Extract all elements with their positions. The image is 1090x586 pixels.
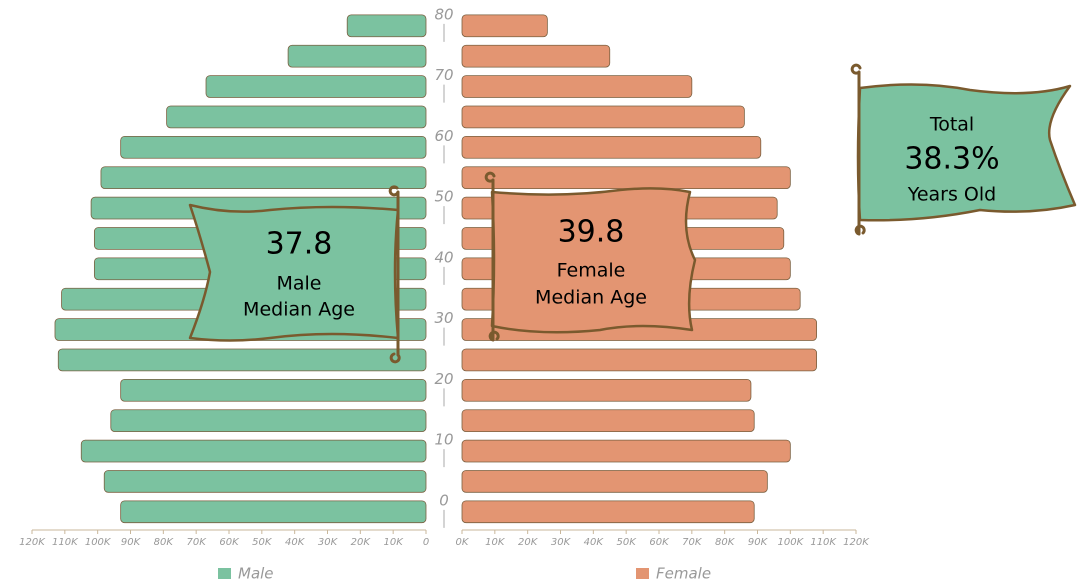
bar	[461, 166, 791, 189]
annotation-label: Years Old	[907, 184, 996, 206]
bar	[120, 500, 427, 524]
bar	[461, 439, 791, 463]
x-tick-label: 40K	[584, 537, 605, 548]
annotation-value: 39.8	[558, 215, 625, 250]
y-tick-label: 70	[434, 66, 453, 84]
bar	[57, 348, 427, 372]
x-tick-label: 10K	[384, 537, 405, 548]
x-tick-label: 20K	[518, 537, 539, 548]
annotation-value: 38.3%	[904, 142, 999, 177]
bar	[461, 44, 611, 68]
bar	[120, 135, 427, 159]
bar	[461, 135, 762, 159]
male-flag-pole	[388, 185, 401, 364]
x-tick-label: 60K	[649, 537, 670, 548]
x-tick-label: 30K	[318, 537, 339, 548]
annotation-label: Total	[929, 114, 974, 136]
legend-swatch	[636, 568, 649, 579]
bar	[166, 105, 427, 129]
bar	[80, 439, 427, 463]
annotation-label: Median Age	[535, 287, 647, 309]
female-flag-pole	[484, 171, 500, 342]
y-tick-label: 30	[434, 309, 453, 327]
bar	[346, 14, 427, 38]
x-tick-label: 70K	[187, 537, 208, 548]
y-tick-label: 20	[434, 370, 453, 388]
bar	[205, 75, 427, 98]
bar	[461, 14, 548, 38]
annotation-value: 37.8	[266, 227, 333, 262]
bar	[461, 348, 818, 372]
x-tick-label: 10K	[485, 537, 506, 548]
x-tick-label: 100K	[85, 537, 112, 548]
x-tick-label: 30K	[551, 537, 572, 548]
annotation-label: Female	[557, 260, 626, 282]
axes: 0 10 20 30 40 50 60 70 80 0 10K 20K 30K 40K 50K 60K 70K 8…	[19, 5, 870, 548]
male-flag	[188, 203, 400, 342]
y-tick-label: 80	[434, 5, 453, 23]
x-tick-label: 80K	[715, 537, 736, 548]
x-tick-label: 90K	[121, 537, 142, 548]
y-tick-label: 40	[434, 248, 453, 266]
bar	[100, 166, 427, 189]
y-tick-label: 0	[439, 491, 449, 509]
x-tick-label: 120K	[843, 537, 870, 548]
bar	[103, 470, 427, 493]
x-tick-label: 0K	[456, 537, 470, 548]
bar	[461, 75, 693, 98]
x-tick-label: 50K	[617, 537, 638, 548]
bar	[461, 378, 752, 402]
x-tick-label: 90K	[748, 537, 769, 548]
y-tick-label: 60	[434, 127, 453, 145]
y-tick-label: 10	[434, 431, 453, 449]
y-tick-label: 50	[434, 188, 453, 206]
x-tick-label: 50K	[252, 537, 273, 548]
x-tick-label: 70K	[682, 537, 703, 548]
total-flag-pole	[850, 63, 866, 236]
x-tick-label: 100K	[778, 537, 805, 548]
x-tick-label: 20K	[351, 537, 372, 548]
x-tick-label: 40K	[285, 537, 306, 548]
bar	[287, 44, 427, 68]
bars	[54, 14, 818, 524]
legend-label: Female	[656, 565, 711, 583]
x-tick-label: 110K	[52, 537, 79, 548]
bar	[120, 378, 427, 402]
bar	[110, 409, 427, 432]
x-tick-label: 120K	[19, 537, 46, 548]
x-tick-label: 60K	[219, 537, 240, 548]
bar	[461, 409, 755, 432]
x-tick-label: 0	[423, 537, 429, 548]
legend-swatch	[218, 568, 231, 579]
bar	[461, 105, 745, 129]
bar	[461, 470, 768, 493]
x-tick-label: 80K	[154, 537, 175, 548]
legend-label: Male	[238, 565, 274, 583]
annotation-label: Male	[276, 273, 321, 295]
bar	[461, 500, 755, 524]
annotation-label: Median Age	[243, 299, 355, 321]
x-tick-label: 110K	[810, 537, 837, 548]
